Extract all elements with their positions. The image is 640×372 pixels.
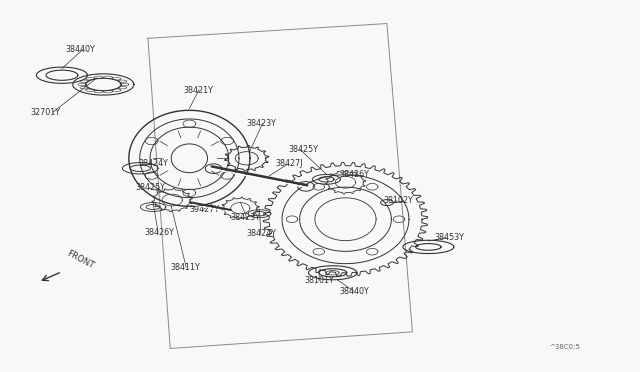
Text: 38440Y: 38440Y xyxy=(65,45,95,54)
Text: 38425Y: 38425Y xyxy=(288,145,318,154)
Text: 38425Y: 38425Y xyxy=(135,183,165,192)
Text: FRONT: FRONT xyxy=(65,248,95,270)
Text: 38102Y: 38102Y xyxy=(384,196,413,205)
Text: ^38C0:5: ^38C0:5 xyxy=(549,344,580,350)
Text: 38423Y: 38423Y xyxy=(231,213,260,222)
Text: 38101Y: 38101Y xyxy=(304,276,334,285)
Text: 38423Y: 38423Y xyxy=(246,119,276,128)
Text: 39427Y: 39427Y xyxy=(189,205,220,215)
Text: 38411Y: 38411Y xyxy=(170,263,200,272)
Text: 38421Y: 38421Y xyxy=(183,86,213,94)
Text: 38453Y: 38453Y xyxy=(435,233,465,242)
Text: 38424Y: 38424Y xyxy=(246,230,276,238)
Text: 38426Y: 38426Y xyxy=(145,228,175,237)
Text: 38427J: 38427J xyxy=(275,159,303,169)
Text: 38426Y: 38426Y xyxy=(339,170,369,179)
Text: 38424Y: 38424Y xyxy=(138,159,168,169)
Text: 38440Y: 38440Y xyxy=(339,287,369,296)
Text: 32701Y: 32701Y xyxy=(30,108,60,117)
